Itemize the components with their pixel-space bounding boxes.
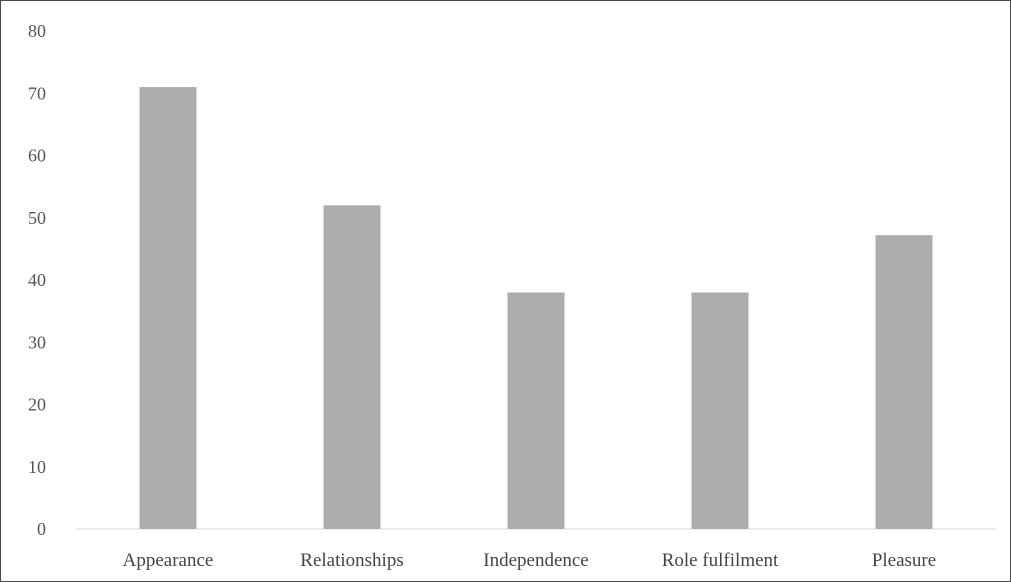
- y-tick-label: 30: [28, 332, 46, 352]
- y-tick-label: 50: [28, 208, 46, 228]
- bar-relationships: [323, 205, 381, 530]
- y-tick-label: 10: [28, 457, 46, 477]
- bar-role-fulfilment: [691, 292, 749, 529]
- bars: [139, 87, 933, 530]
- y-tick-label: 70: [28, 83, 46, 103]
- y-tick-label: 80: [28, 21, 46, 41]
- x-category-label: Appearance: [123, 550, 214, 571]
- y-tick-label: 20: [28, 395, 46, 415]
- y-axis-ticks: 0 10 20 30 40 50 60 70 80: [28, 21, 46, 539]
- bar-pleasure: [875, 235, 933, 529]
- y-tick-label: 0: [37, 519, 46, 539]
- y-tick-label: 60: [28, 146, 46, 166]
- x-category-label: Pleasure: [872, 550, 936, 571]
- x-category-label: Role fulfilment: [662, 550, 779, 571]
- y-tick-label: 40: [28, 270, 46, 290]
- bar-independence: [507, 292, 565, 529]
- x-axis-labels: Appearance Relationships Independence Role …: [123, 550, 937, 571]
- bar-appearance: [139, 87, 197, 530]
- x-category-label: Relationships: [300, 550, 403, 571]
- x-category-label: Independence: [483, 550, 589, 571]
